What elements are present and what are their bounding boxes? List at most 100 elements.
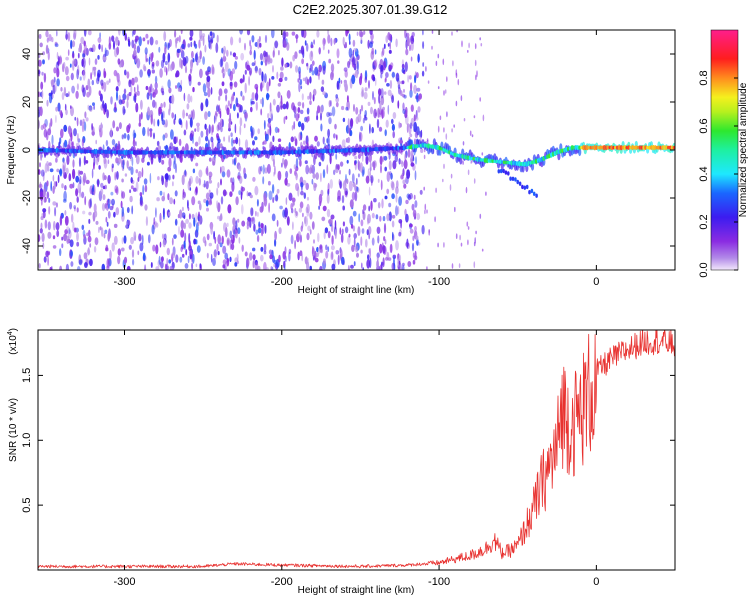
noise-cell	[327, 230, 331, 239]
noise-cell	[205, 192, 210, 200]
noise-cell	[405, 48, 409, 56]
noise-cell	[397, 100, 400, 109]
noise-cell	[160, 261, 164, 269]
noise-cell	[149, 36, 154, 46]
noise-cell	[183, 129, 187, 136]
noise-cell	[192, 87, 195, 93]
noise-cell	[402, 262, 405, 267]
noise-cell	[168, 174, 171, 181]
noise-cell	[164, 46, 167, 55]
noise-cell	[298, 82, 301, 93]
noise-cell	[155, 40, 159, 45]
noise-cell	[199, 50, 202, 60]
noise-cell	[78, 259, 83, 266]
noise-cell	[51, 134, 54, 146]
noise-cell	[39, 106, 43, 117]
spectrogram-ridge	[38, 138, 675, 198]
noise-cell	[251, 92, 255, 101]
noise-cell	[280, 66, 284, 71]
noise-cell	[229, 191, 233, 198]
noise-cell	[407, 148, 411, 158]
noise-cell	[264, 73, 267, 83]
noise-cell	[282, 250, 286, 260]
noise-cell	[38, 183, 43, 189]
noise-cell	[189, 30, 194, 38]
noise-cell	[46, 191, 50, 199]
noise-cell	[427, 80, 430, 84]
noise-cell	[462, 160, 464, 165]
top-y-tick-label: 0	[21, 147, 33, 153]
noise-cell	[146, 161, 150, 166]
noise-cell	[380, 108, 385, 119]
noise-cell	[365, 238, 368, 248]
noise-cell	[183, 222, 186, 230]
noise-cell	[411, 37, 415, 45]
noise-cell	[280, 95, 283, 106]
noise-cell	[258, 35, 261, 43]
ridge-spur	[530, 188, 534, 194]
noise-cell	[348, 168, 351, 176]
noise-cell	[353, 103, 355, 112]
noise-cell	[322, 205, 327, 212]
noise-cell	[73, 227, 77, 233]
noise-cell	[204, 44, 207, 53]
noise-cell	[190, 95, 193, 103]
noise-cell	[130, 236, 135, 245]
noise-cell	[348, 180, 353, 192]
noise-cell	[293, 121, 296, 130]
noise-cell	[52, 201, 57, 206]
noise-cell	[59, 265, 62, 270]
noise-cell	[339, 181, 342, 189]
noise-cell	[354, 155, 358, 160]
noise-cell	[47, 221, 51, 231]
noise-cell	[135, 181, 139, 192]
noise-cell	[223, 49, 226, 59]
noise-cell	[412, 235, 415, 241]
noise-cell	[284, 265, 286, 270]
noise-cell	[108, 199, 112, 205]
noise-cell	[289, 61, 293, 69]
noise-cell	[163, 145, 168, 150]
noise-cell	[403, 159, 408, 170]
noise-cell	[310, 50, 313, 58]
noise-cell	[46, 37, 49, 43]
noise-cell	[335, 250, 340, 255]
noise-cell	[369, 41, 373, 49]
noise-cell	[126, 100, 129, 108]
noise-cell	[70, 39, 73, 49]
ridge-spur	[535, 193, 538, 198]
noise-cell	[365, 156, 369, 165]
noise-cell	[226, 239, 230, 246]
noise-cell	[414, 131, 418, 139]
noise-cell	[274, 238, 277, 247]
noise-cell	[322, 136, 325, 145]
noise-cell	[469, 130, 472, 136]
noise-cell	[63, 86, 67, 96]
noise-cell	[92, 102, 95, 106]
noise-cell	[118, 30, 121, 36]
noise-cell	[247, 216, 252, 222]
noise-cell	[105, 139, 109, 147]
noise-cell	[342, 205, 346, 211]
noise-cell	[229, 81, 233, 87]
noise-cell	[161, 175, 164, 186]
noise-cell	[162, 239, 166, 248]
noise-cell	[100, 182, 104, 188]
noise-cell	[415, 156, 417, 165]
noise-cell	[71, 52, 75, 59]
noise-cell	[151, 224, 155, 235]
noise-cell	[344, 41, 347, 48]
noise-cell	[144, 184, 148, 193]
noise-cell	[147, 73, 151, 78]
bottom-y-tick-label: 0.5	[21, 497, 33, 512]
ridge-halo	[521, 164, 525, 173]
noise-cell	[277, 82, 282, 87]
noise-cell	[218, 88, 223, 97]
noise-cell	[407, 261, 412, 267]
noise-cell	[79, 76, 82, 81]
noise-cell	[260, 246, 264, 252]
noise-cell	[437, 125, 440, 133]
noise-cell	[360, 219, 364, 227]
noise-cell	[67, 125, 72, 135]
